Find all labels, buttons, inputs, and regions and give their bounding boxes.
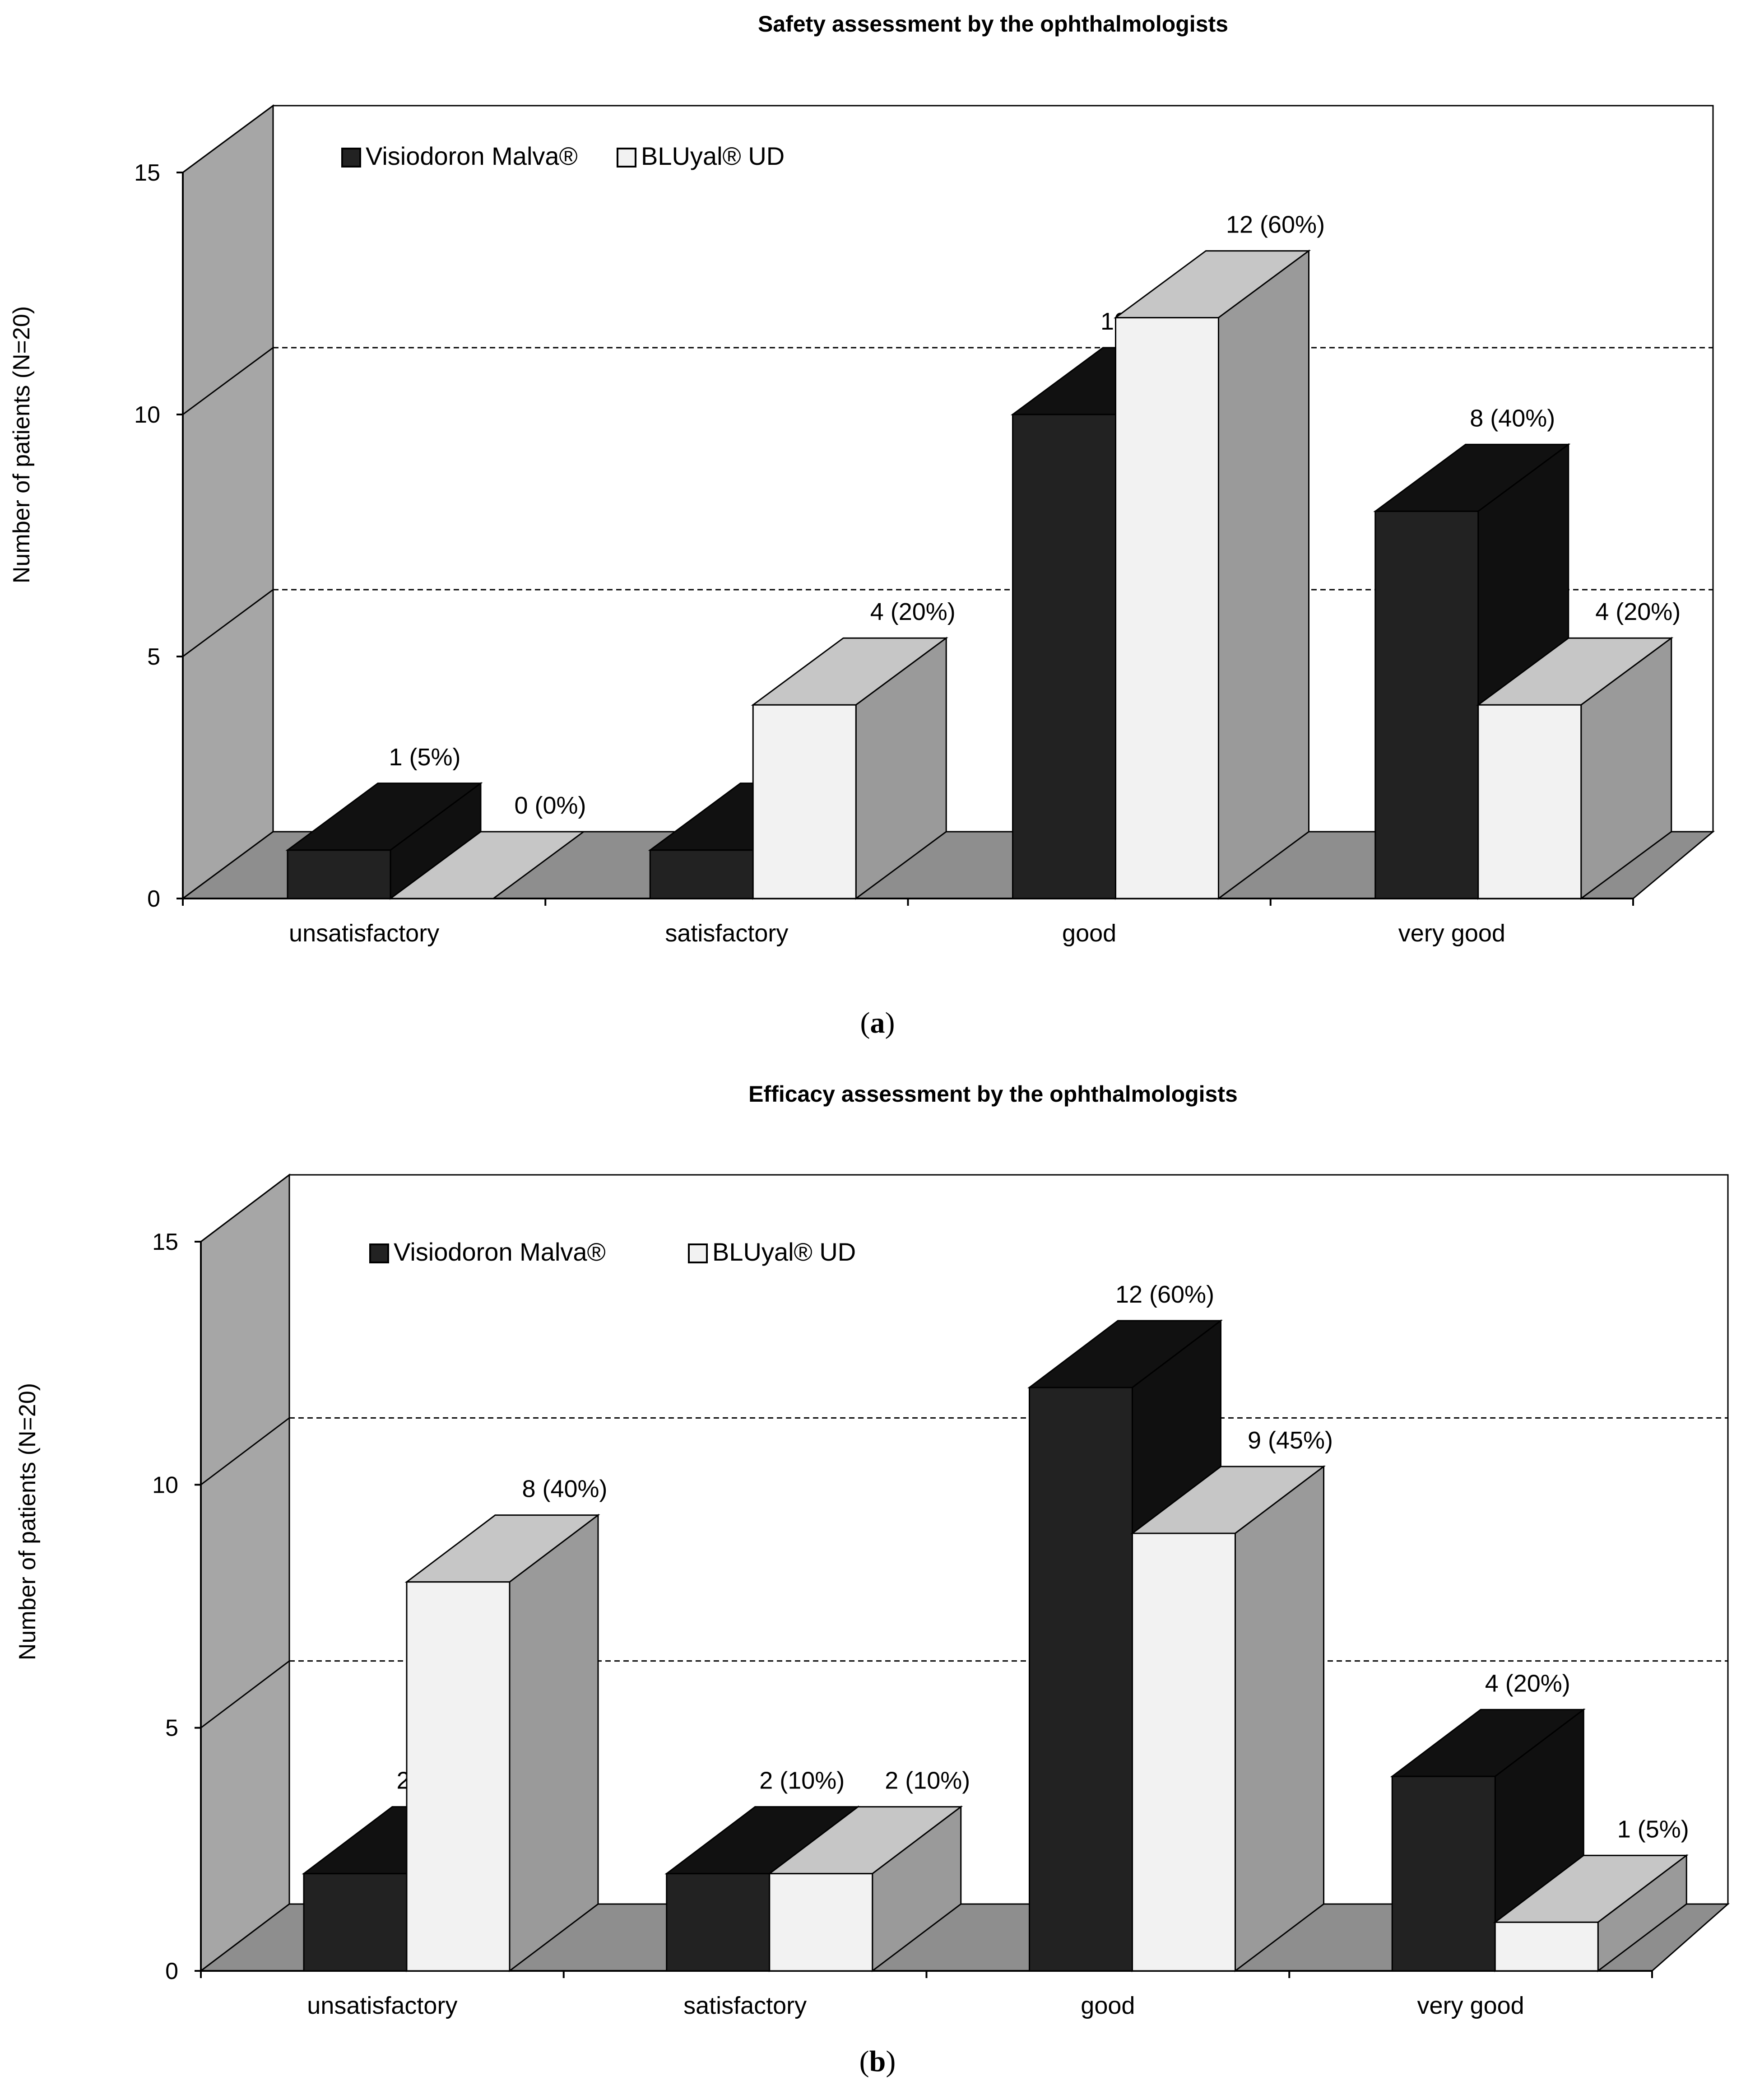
bar-bluyal <box>1493 1854 1689 1973</box>
y-tick-label: 0 <box>165 1958 178 1984</box>
legend-swatch-visiodoron <box>341 148 361 168</box>
y-tick-label: 15 <box>152 1229 178 1255</box>
y-axis-label: Number of patients (N=20) <box>14 1383 41 1660</box>
panel-b: Efficacy assessment by the ophthalmologi… <box>0 1052 1755 2100</box>
data-label: 0 (0%) <box>514 792 586 819</box>
bar-front-face <box>1374 510 1479 899</box>
legend-label-bluyal: BLUyal® UD <box>641 142 785 170</box>
bar-front-face <box>287 849 391 899</box>
data-label: 4 (20%) <box>870 598 956 625</box>
x-tick-label: good <box>1081 1992 1135 2019</box>
bar-top-face <box>388 831 586 899</box>
legend-swatch-bluyal <box>688 1243 708 1263</box>
legend-swatch-visiodoron <box>369 1243 389 1263</box>
y-tick-label: 15 <box>134 160 160 186</box>
y-tick-label: 10 <box>134 402 160 428</box>
bar-front-face <box>649 849 754 899</box>
bar-front-face <box>303 1873 408 1972</box>
side-wall-gridline <box>200 1174 290 1243</box>
bar-front-face <box>666 1873 771 1972</box>
y-tick-label: 10 <box>152 1472 178 1498</box>
data-label: 8 (40%) <box>522 1476 607 1503</box>
x-tick-label: very good <box>1398 920 1505 947</box>
bar-bluyal <box>1113 249 1311 900</box>
x-tick-label: good <box>1062 920 1116 947</box>
panel-b-caption: (b) <box>0 2044 1755 2079</box>
data-label: 8 (40%) <box>1470 405 1555 432</box>
side-wall-gridline <box>182 105 274 173</box>
bar-side-face <box>1218 249 1309 900</box>
bar-front-face <box>406 1581 511 1972</box>
bar-bluyal <box>404 1513 600 1973</box>
x-tick-label: very good <box>1417 1992 1524 2019</box>
chart-title: Efficacy assessment by the ophthalmologi… <box>748 1081 1238 1107</box>
bar-front-face <box>769 1873 873 1972</box>
legend-label-bluyal: BLUyal® UD <box>712 1238 856 1266</box>
data-label: 2 (10%) <box>759 1767 845 1794</box>
bar-bluyal <box>1476 637 1674 900</box>
side-wall-gridline <box>200 1417 290 1485</box>
y-tick-label: 5 <box>147 644 160 670</box>
bar-front-face <box>1494 1921 1599 1972</box>
data-label: 1 (5%) <box>389 744 460 771</box>
x-tick-label: satisfactory <box>665 920 788 947</box>
panel-a-caption: (a) <box>0 1006 1755 1040</box>
caption-label: b <box>869 2045 886 2078</box>
bar-front-face <box>1029 1387 1133 1972</box>
data-label: 4 (20%) <box>1595 598 1681 625</box>
side-wall-gridline <box>200 1660 290 1728</box>
chart-title: Safety assessment by the ophthalmologist… <box>758 11 1228 37</box>
caption-open: ( <box>860 1006 870 1039</box>
x-tick-label: unsatisfactory <box>289 920 439 947</box>
caption-label: a <box>870 1006 885 1039</box>
legend-label-visiodoron: Visiodoron Malva® <box>394 1238 606 1266</box>
caption-open: ( <box>859 2045 869 2078</box>
bar-front-face <box>1477 704 1582 899</box>
x-tick-label: satisfactory <box>683 1992 807 2019</box>
bar-bluyal <box>751 637 948 900</box>
efficacy-chart: Efficacy assessment by the ophthalmologi… <box>14 1081 1730 2019</box>
y-axis-label: Number of patients (N=20) <box>9 306 35 583</box>
bar-front-face <box>1132 1532 1236 1972</box>
safety-chart: Safety assessment by the ophthalmologist… <box>9 11 1715 947</box>
y-tick-label: 0 <box>147 886 160 912</box>
data-label: 2 (10%) <box>885 1767 970 1794</box>
side-wall-gridline <box>182 347 274 415</box>
bar-front-face <box>1391 1775 1496 1972</box>
bar-bluyal <box>1130 1465 1326 1973</box>
data-label: 12 (60%) <box>1226 211 1325 238</box>
data-label: 9 (45%) <box>1248 1427 1333 1454</box>
side-wall-gridline <box>182 589 274 657</box>
bar-bluyal <box>767 1805 963 1973</box>
panel-a: Safety assessment by the ophthalmologist… <box>9 11 1715 947</box>
bar-bluyal <box>388 831 586 899</box>
legend-swatch-bluyal <box>617 148 636 168</box>
bar-side-face <box>1235 1465 1324 1973</box>
y-tick-label: 5 <box>165 1715 178 1741</box>
bar-side-face <box>509 1513 599 1973</box>
caption-close: ) <box>885 1006 895 1039</box>
data-label: 1 (5%) <box>1617 1816 1689 1843</box>
bar-front-face <box>1115 317 1219 899</box>
x-tick-label: unsatisfactory <box>307 1992 457 2019</box>
legend-label-visiodoron: Visiodoron Malva® <box>366 142 578 170</box>
side-wall <box>200 1173 290 1973</box>
bar-front-face <box>752 704 857 899</box>
caption-close: ) <box>886 2045 896 2078</box>
data-label: 4 (20%) <box>1485 1670 1570 1697</box>
side-wall <box>182 104 274 900</box>
bar-visiodoron <box>285 782 483 900</box>
data-label: 12 (60%) <box>1115 1281 1214 1308</box>
bar-front-face <box>1012 414 1116 899</box>
